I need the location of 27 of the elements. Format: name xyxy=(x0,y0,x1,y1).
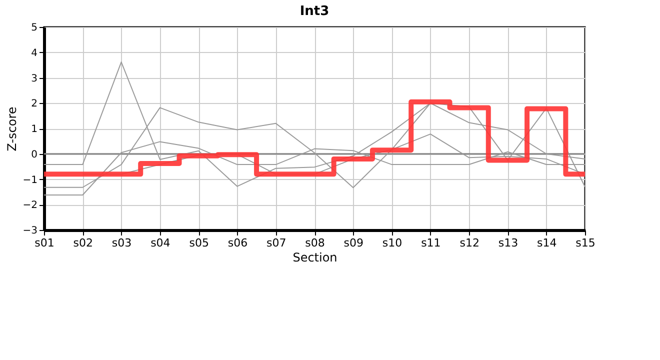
x-tick-label: s08 xyxy=(305,236,325,250)
y-tick-label: −2 xyxy=(22,200,38,212)
x-tick-label: s02 xyxy=(73,236,94,250)
x-tick-label: s12 xyxy=(460,236,480,250)
x-tick-label: s05 xyxy=(189,236,209,250)
y-tick-label: −1 xyxy=(22,174,38,186)
x-tick-label: s14 xyxy=(536,236,557,250)
y-tick-label: 2 xyxy=(31,98,38,110)
y-tick-label: 0 xyxy=(31,149,38,160)
chart-title: Int3 xyxy=(300,4,330,19)
x-tick-label: s01 xyxy=(34,236,54,250)
x-tick-label: s06 xyxy=(228,236,248,250)
y-tick-label: −3 xyxy=(22,226,38,236)
y-tick-label: 4 xyxy=(31,48,38,59)
x-axis-title: Section xyxy=(292,250,338,264)
x-tick-label: s10 xyxy=(382,236,402,250)
x-tick-label: s04 xyxy=(150,236,170,250)
x-tick-label: s15 xyxy=(576,236,596,250)
y-tick-label: 1 xyxy=(31,124,38,135)
y-tick-label: 3 xyxy=(31,73,38,84)
x-tick-label: s07 xyxy=(266,236,286,250)
x-tick-label: s09 xyxy=(344,236,364,250)
x-tick-label: s03 xyxy=(112,236,132,250)
x-tick-label: s13 xyxy=(498,236,518,250)
y-tick-label: 5 xyxy=(31,22,38,34)
x-tick-label: s11 xyxy=(421,236,441,250)
y-axis-title: Z-score xyxy=(4,106,19,152)
